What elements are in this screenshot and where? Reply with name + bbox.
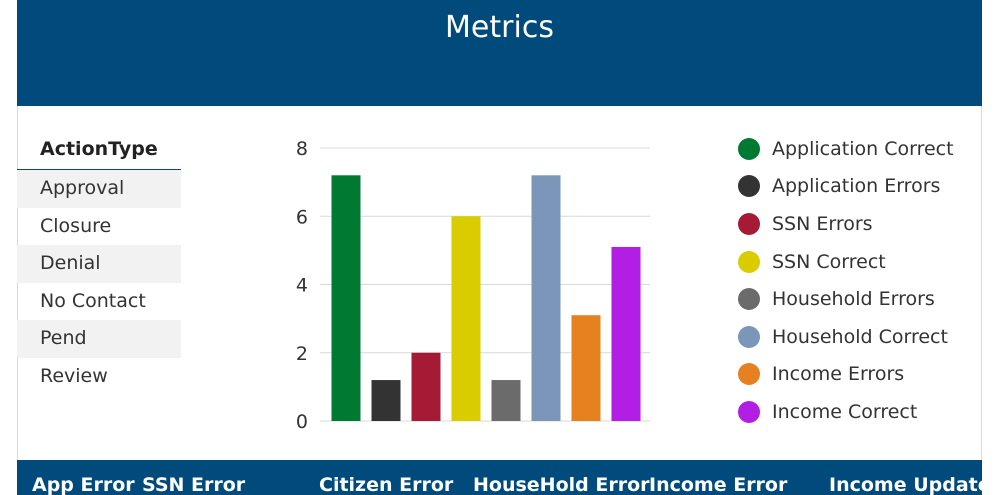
legend-item[interactable]: Application Errors (738, 168, 978, 206)
column-header-ssn-error[interactable]: SSN Error (142, 474, 246, 495)
y-tick-label: 4 (296, 275, 308, 297)
column-header-household-error[interactable]: HouseHold Error (473, 474, 650, 495)
legend-item[interactable]: SSN Correct (738, 243, 978, 281)
legend-label: Household Errors (772, 288, 935, 311)
column-header-income-error[interactable]: Income Error (649, 474, 788, 495)
legend-marker (738, 250, 760, 273)
slicer-item-pend[interactable]: Pend (17, 320, 181, 358)
bar-application-errors[interactable] (371, 380, 401, 421)
slicer-title: ActionType (17, 130, 181, 170)
column-header-citizen-error[interactable]: Citizen Error (319, 474, 454, 495)
y-tick-label: 6 (296, 206, 308, 228)
legend-item[interactable]: Household Correct (738, 318, 978, 356)
slicer-list: Approval Closure Denial No Contact Pend … (17, 170, 181, 395)
legend-label: Income Correct (772, 400, 918, 423)
slicer-item-approval[interactable]: Approval (17, 170, 181, 208)
legend-marker (738, 137, 760, 160)
legend-label: Application Errors (772, 175, 941, 198)
bar-application-correct[interactable] (331, 175, 361, 421)
legend-item[interactable]: Application Correct (738, 130, 978, 168)
bar-household-correct[interactable] (531, 175, 561, 421)
legend-item[interactable]: Income Errors (738, 356, 978, 394)
metrics-bar-chart[interactable]: 0 2 4 6 8 (270, 130, 670, 440)
legend-label: Household Correct (772, 325, 948, 348)
report-header: Metrics (17, 0, 982, 106)
bar-ssn-correct[interactable] (451, 216, 481, 421)
bar-ssn-errors[interactable] (411, 352, 441, 421)
bar-household-errors[interactable] (491, 380, 521, 421)
legend-marker (738, 288, 760, 311)
legend-marker (738, 363, 760, 386)
column-header-app-error[interactable]: App Error (32, 474, 135, 495)
legend-marker (738, 400, 760, 423)
table-header-bar: App Error SSN Error Citizen Error HouseH… (17, 460, 982, 495)
y-tick-label: 8 (296, 138, 308, 160)
legend-label: SSN Correct (772, 250, 886, 273)
legend-label: SSN Errors (772, 212, 873, 235)
column-header-income-updated[interactable]: Income Updated (829, 474, 982, 495)
legend-label: Application Correct (772, 137, 954, 160)
legend-marker (738, 175, 760, 198)
slicer-item-no-contact[interactable]: No Contact (40, 289, 146, 312)
legend-label: Income Errors (772, 363, 905, 386)
page-title: Metrics (445, 10, 554, 45)
legend-marker (738, 212, 760, 235)
action-type-slicer[interactable]: ActionType Approval Closure Denial No Co… (17, 130, 181, 395)
legend-item[interactable]: SSN Errors (738, 205, 978, 243)
chart-legend: Application Correct Application Errors SSN… (738, 130, 978, 431)
bar-income-errors[interactable] (571, 315, 601, 421)
slicer-item-review[interactable]: Review (40, 364, 108, 387)
slicer-item-closure[interactable]: Closure (40, 214, 112, 237)
y-tick-label: 0 (296, 411, 308, 433)
legend-marker (738, 325, 760, 348)
legend-item[interactable]: Household Errors (738, 280, 978, 318)
bar-income-correct[interactable] (611, 246, 641, 421)
legend-item[interactable]: Income Correct (738, 393, 978, 431)
y-tick-label: 2 (296, 343, 308, 365)
slicer-item-denial[interactable]: Denial (17, 245, 181, 283)
